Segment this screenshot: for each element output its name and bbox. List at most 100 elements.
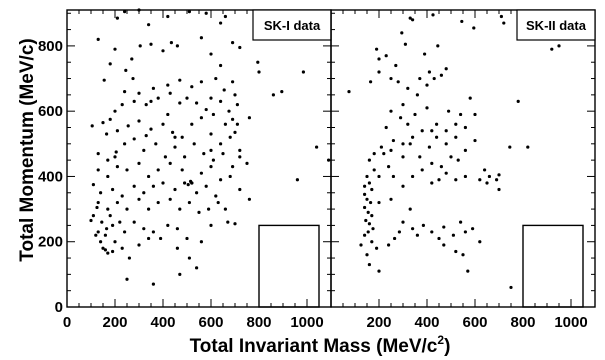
data-point [363,184,367,188]
data-point [108,214,112,218]
data-point [219,99,223,103]
data-point [466,269,470,273]
data-point [468,96,472,100]
data-point [151,184,155,188]
data-point [499,14,503,19]
data-point [459,112,463,117]
data-point [439,73,443,77]
x-axis-title-close: ) [444,336,450,357]
data-point [125,168,129,172]
data-point [418,76,422,81]
data-point [137,91,141,95]
data-point [431,13,435,17]
data-point [454,122,458,126]
data-point [444,171,448,175]
data-point [147,23,151,27]
data-point [189,179,193,183]
data-point [211,112,215,117]
x-tick-label: 800 [246,314,271,331]
data-point [132,220,136,224]
data-point [411,18,415,22]
data-point [228,135,232,139]
data-point [367,222,371,226]
data-point [105,227,109,231]
data-point [130,57,134,61]
data-point [113,109,117,113]
data-point [199,240,203,244]
data-point [394,63,398,68]
data-point [233,93,237,97]
data-point [280,89,284,94]
data-point [389,197,393,201]
x-axis-title-main: Total Invariant Mass (MeV/c [190,336,438,357]
data-point [227,109,231,113]
data-point [171,130,175,134]
data-point [166,83,170,87]
data-point [96,168,100,172]
data-point [372,168,376,172]
data-point [113,155,117,159]
data-point [219,21,223,25]
data-point [228,174,232,179]
data-point [180,168,184,172]
data-point [91,214,95,218]
data-point [113,47,117,51]
data-point [367,262,371,267]
data-point [96,230,100,234]
data-point [377,70,381,74]
data-point [391,174,395,179]
legend-label: SK-II data [526,18,587,33]
data-point [425,106,429,110]
data-point [190,85,194,89]
data-point [131,76,135,81]
data-point [124,68,128,72]
data-point [149,127,153,131]
data-point [142,227,146,231]
data-point [396,80,400,84]
data-point [125,207,129,211]
data-point [370,240,374,244]
data-point [516,99,520,103]
x-axis-title-sup: 2 [437,333,444,347]
data-point [257,70,261,74]
data-point [430,181,434,185]
data-point [199,36,203,40]
data-point [420,129,424,133]
data-point [471,227,475,231]
data-point [432,76,436,81]
data-point [401,155,405,159]
data-point [387,165,391,169]
data-point [102,78,106,82]
data-point [96,37,100,41]
data-point [127,256,131,260]
data-point [231,80,235,84]
data-point [557,44,561,48]
data-point [459,220,463,224]
y-tick-label: 200 [38,234,63,251]
data-point [231,117,235,121]
data-point [365,253,369,257]
plot-frame [66,9,332,308]
data-point [161,122,165,126]
data-point [147,236,151,241]
x-tick-label: 400 [150,314,175,331]
data-point [421,223,425,228]
data-point [149,42,153,46]
data-point [216,200,220,205]
data-point [387,243,391,247]
data-point [120,103,124,107]
data-point [377,57,381,61]
data-point [463,125,467,130]
data-point [168,91,172,95]
data-point [209,132,213,136]
data-point [415,93,419,97]
data-point [175,227,179,231]
data-point [420,168,424,172]
sk1-panel: 0 200 400 600 800 1000 0 200 400 600 800 SK-I data [38,8,332,331]
data-point [473,138,477,143]
data-point [202,152,206,156]
data-point [156,96,160,100]
data-point [497,173,501,177]
data-point [209,223,213,228]
data-point [235,122,239,126]
